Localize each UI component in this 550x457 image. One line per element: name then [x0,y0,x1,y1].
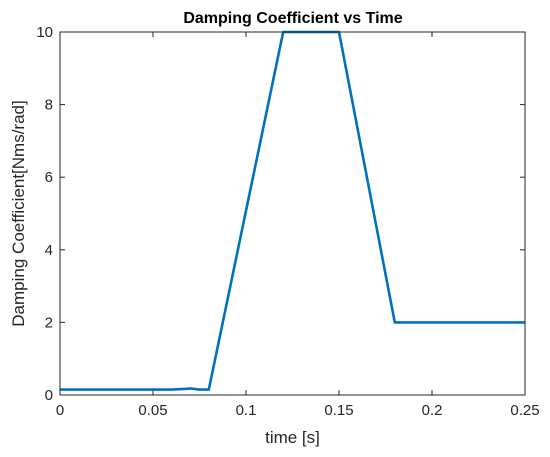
series-layer [60,30,525,391]
y-tick-label: 10 [36,24,53,41]
series-line [60,30,525,391]
y-tick-label: 6 [45,169,53,186]
y-tick-label: 8 [45,97,53,114]
x-tick-label: 0.25 [510,402,539,419]
y-tick-label: 2 [45,314,53,331]
x-axis: 0 0.05 0.1 0.15 0.2 0.25 [56,32,540,419]
x-tick-label: 0.15 [324,402,353,419]
x-axis-label: time [s] [265,428,320,447]
axes-box [59,31,526,396]
plot-area [60,32,525,395]
x-tick-label: 0.1 [236,402,257,419]
x-tick-label: 0.05 [138,402,167,419]
chart-title: Damping Coefficient vs Time [183,10,402,27]
x-tick-label: 0 [56,402,64,419]
y-axis-label: Damping Coefficient[Nms/rad] [9,100,28,326]
y-tick-label: 0 [45,387,53,404]
x-tick-label: 0.2 [422,402,443,419]
y-tick-label: 4 [45,242,53,259]
